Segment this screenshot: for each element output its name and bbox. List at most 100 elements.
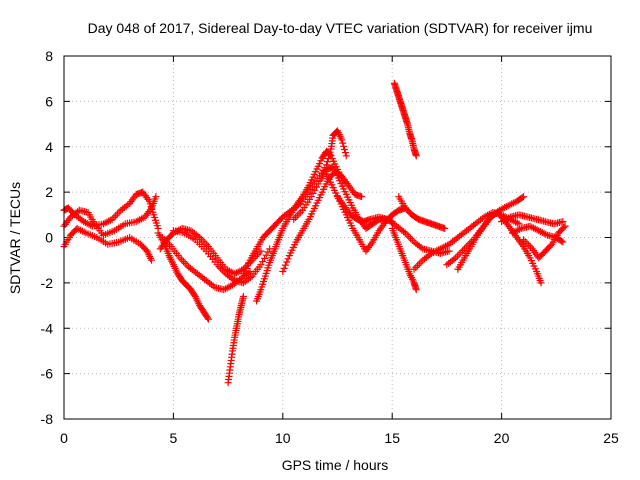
data-point — [283, 258, 291, 266]
data-point — [417, 258, 425, 266]
data-point — [181, 259, 189, 267]
x-tick-label: 25 — [603, 430, 619, 446]
data-point — [415, 260, 423, 268]
data-point — [547, 242, 555, 250]
data-point — [259, 258, 267, 266]
data-point — [414, 262, 422, 270]
data-point — [537, 279, 545, 287]
x-tick-label: 0 — [60, 430, 68, 446]
data-point — [441, 224, 449, 232]
series-track-3 — [60, 193, 160, 239]
y-tick-label: -2 — [41, 275, 54, 291]
data-point — [341, 149, 349, 157]
y-tick-label: 0 — [45, 230, 53, 246]
data-point — [148, 256, 156, 264]
data-point — [323, 158, 331, 166]
data-point — [561, 222, 569, 230]
series-track-2 — [60, 224, 156, 264]
data-point — [179, 258, 187, 266]
series-track-21 — [498, 211, 567, 228]
data-point — [519, 193, 527, 201]
data-point — [521, 238, 529, 246]
data-point — [199, 237, 207, 245]
data-point — [559, 238, 567, 246]
data-point — [178, 256, 186, 264]
data-point — [341, 145, 349, 153]
series-track-1 — [60, 188, 162, 232]
data-point — [295, 210, 303, 218]
x-axis-label: GPS time / hours — [282, 457, 389, 473]
data-point — [239, 292, 247, 300]
y-tick-label: 4 — [45, 139, 53, 155]
data-point — [558, 237, 566, 245]
data-point — [201, 239, 209, 247]
data-point — [412, 152, 420, 160]
series-track-17 — [388, 224, 420, 294]
data-point — [204, 315, 212, 323]
series-track-10 — [239, 127, 350, 278]
data-point — [204, 314, 212, 322]
data-point — [445, 247, 453, 255]
data-point — [325, 151, 333, 159]
data-point — [560, 224, 568, 232]
data-point — [358, 193, 366, 201]
data-point — [152, 193, 160, 201]
series-track-12 — [290, 163, 396, 232]
y-tick-label: -8 — [41, 411, 54, 427]
y-axis-label: SDTVAR / TECUs — [7, 182, 23, 294]
data-marks — [60, 79, 569, 387]
data-point — [115, 208, 123, 216]
y-tick-label: -4 — [41, 320, 54, 336]
series-track-23 — [519, 222, 569, 262]
x-tick-label: 20 — [494, 430, 510, 446]
data-point — [281, 261, 289, 269]
y-tick-label: 2 — [45, 184, 53, 200]
data-point — [218, 266, 226, 274]
data-point — [338, 136, 346, 144]
y-tick-label: -6 — [41, 366, 54, 382]
data-point — [280, 264, 288, 272]
data-point — [455, 250, 463, 258]
data-point — [217, 264, 225, 272]
data-point — [260, 254, 268, 262]
data-point — [407, 234, 415, 242]
data-point — [113, 210, 121, 218]
y-tick-label: 8 — [45, 48, 53, 64]
x-tick-label: 15 — [384, 430, 400, 446]
data-point — [284, 255, 292, 263]
data-point — [297, 208, 305, 216]
data-point — [526, 243, 534, 251]
data-point — [264, 248, 272, 256]
data-point — [340, 142, 348, 150]
data-point — [326, 148, 334, 156]
data-point — [112, 212, 120, 220]
data-point — [405, 233, 413, 241]
y-tick-label: 6 — [45, 93, 53, 109]
data-point — [412, 263, 420, 271]
data-point — [518, 194, 526, 202]
data-point — [324, 155, 332, 163]
series-track-7 — [169, 227, 274, 287]
data-point — [559, 218, 567, 226]
data-point — [215, 263, 223, 271]
x-tick-label: 10 — [275, 430, 291, 446]
data-point — [293, 212, 301, 220]
data-point — [183, 261, 191, 269]
series-track-8 — [224, 292, 247, 387]
data-point — [279, 268, 287, 276]
x-tick-label: 5 — [170, 430, 178, 446]
series-track-16 — [395, 193, 449, 232]
grid — [64, 56, 611, 419]
data-point — [339, 139, 347, 147]
chart-title: Day 048 of 2017, Sidereal Day-to-day VTE… — [88, 20, 593, 36]
plot-frame — [63, 55, 612, 420]
data-point — [412, 286, 420, 294]
data-point — [457, 248, 465, 256]
series-track-15 — [390, 79, 420, 160]
data-point — [408, 236, 416, 244]
data-point — [453, 252, 461, 260]
data-point — [342, 152, 350, 160]
axis-ticks: 0 5 10 15 20 25 -8 -6 -4 -2 0 2 4 6 8 — [41, 48, 619, 446]
series-track-11 — [279, 168, 366, 276]
